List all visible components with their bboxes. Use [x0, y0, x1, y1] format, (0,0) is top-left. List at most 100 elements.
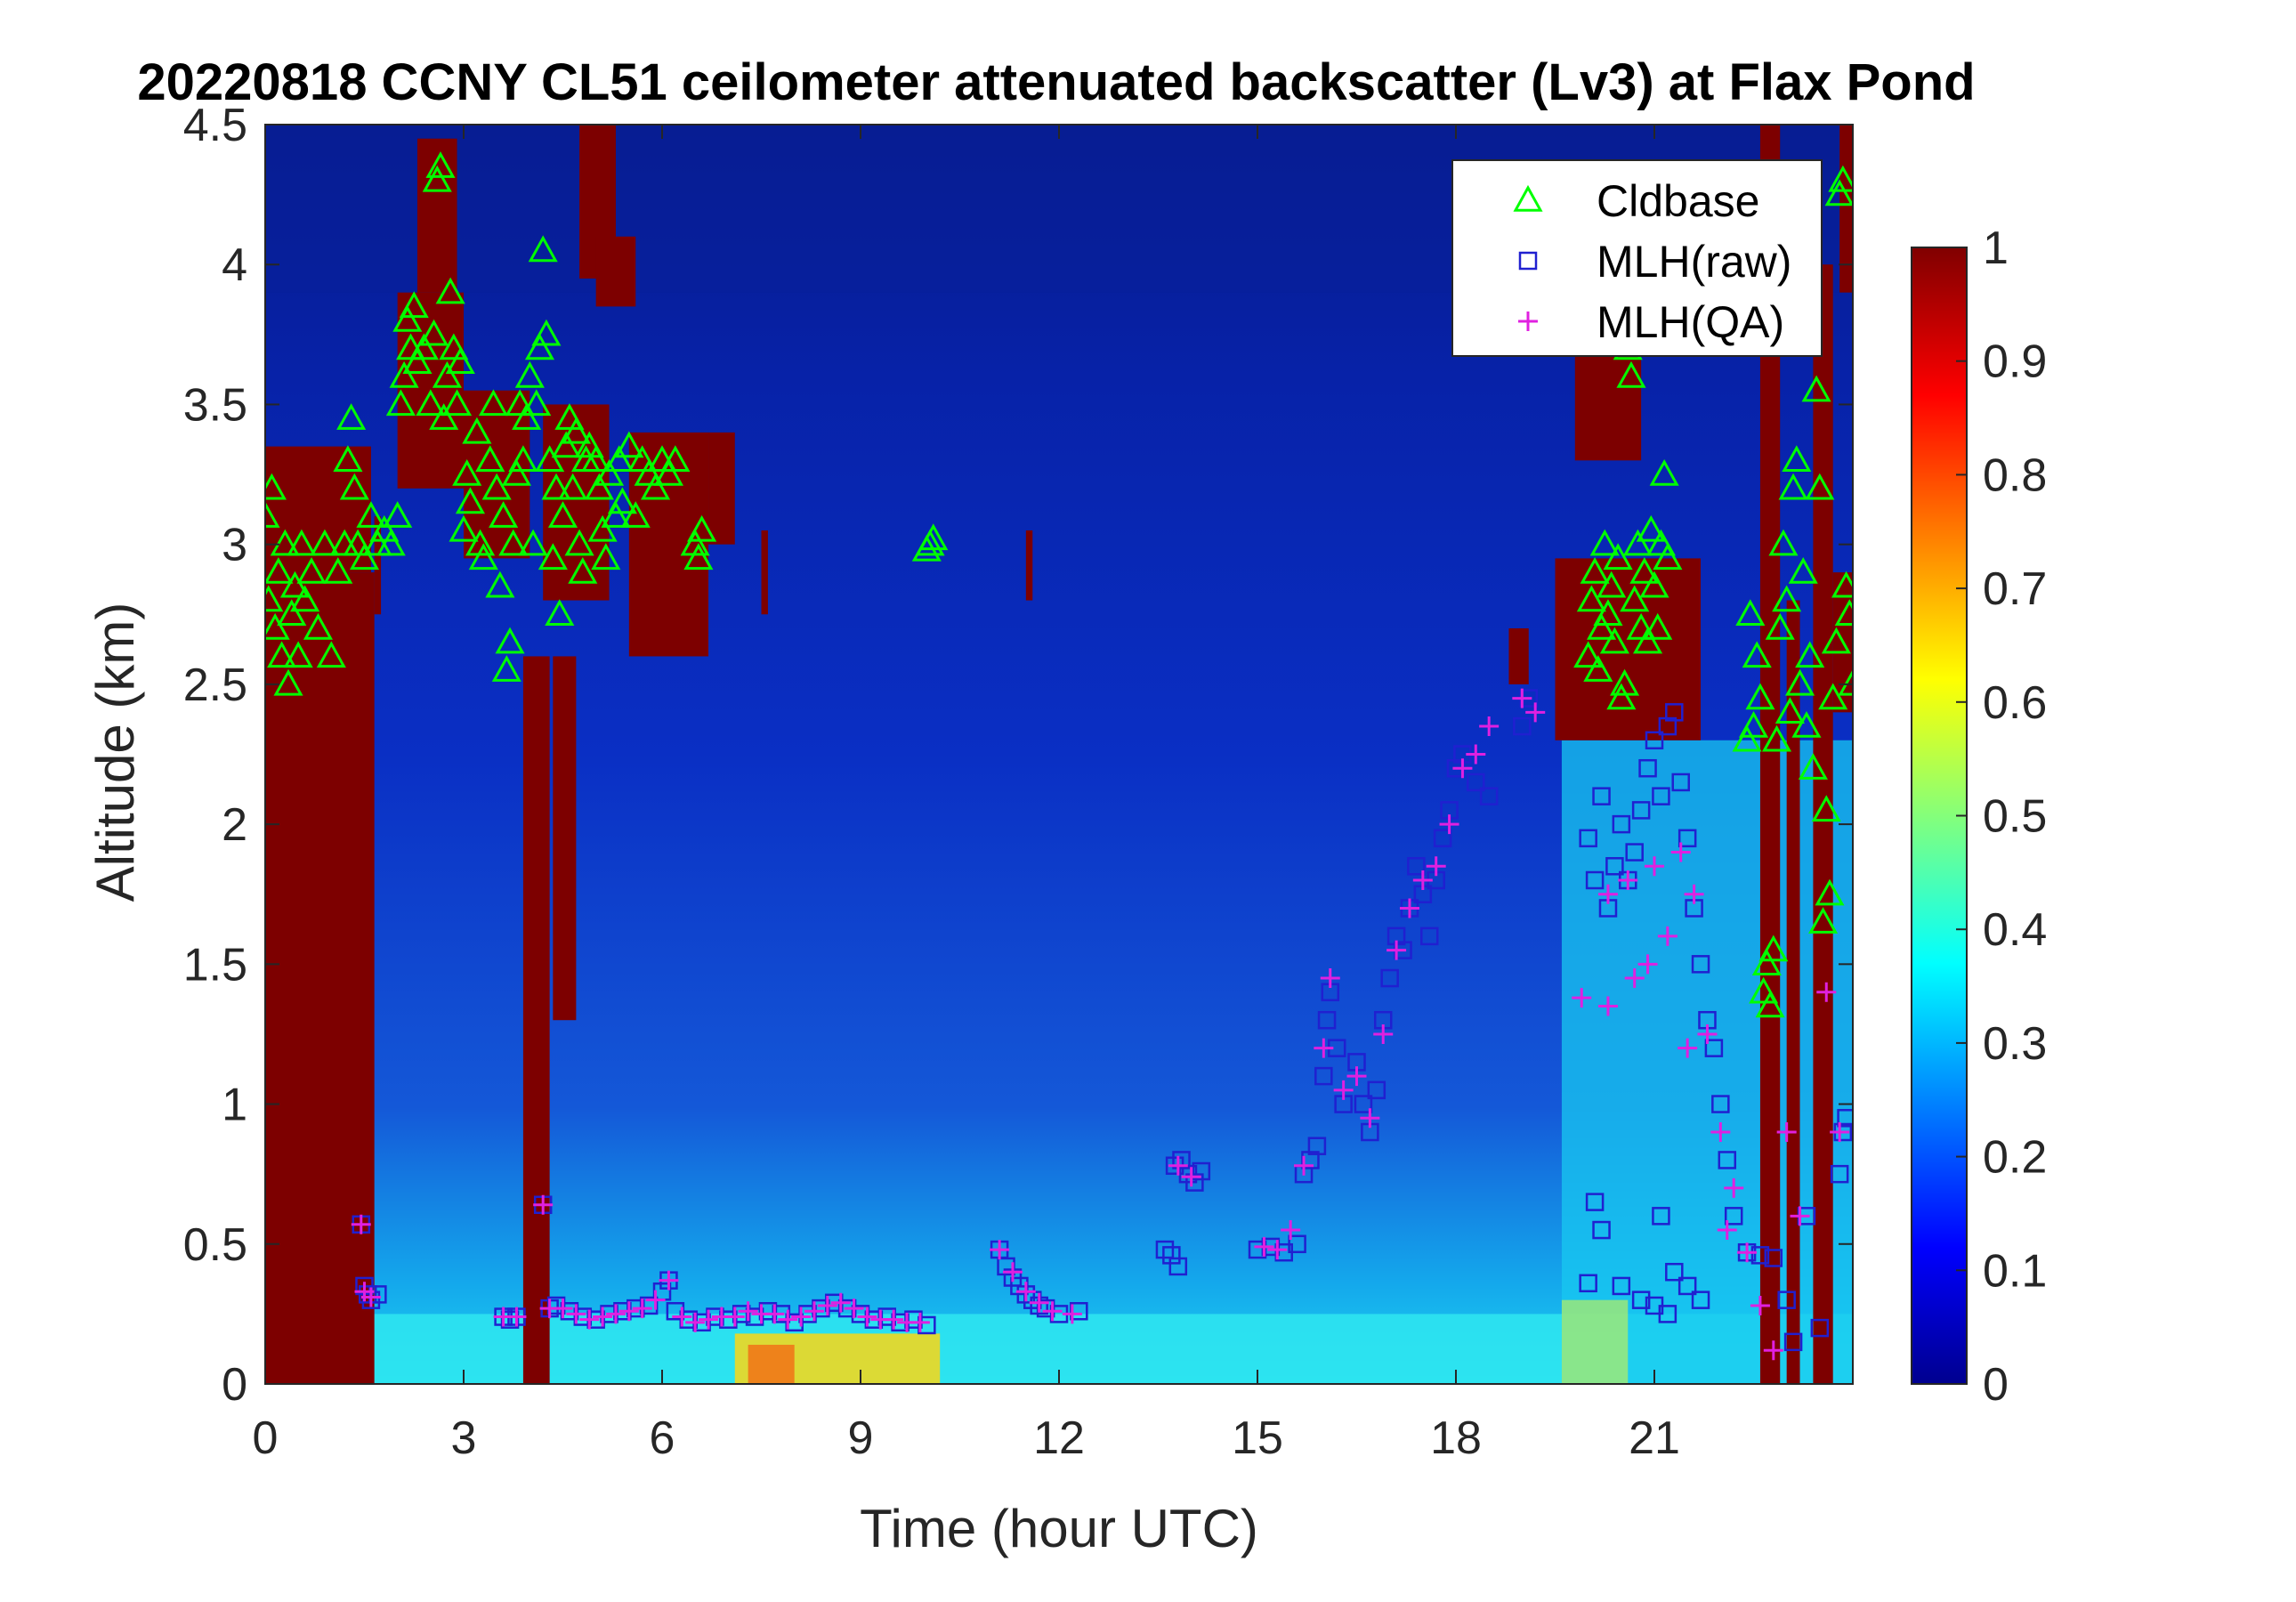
legend-item: MLH(raw) — [1518, 237, 1791, 287]
marker-triangle — [1622, 529, 1653, 556]
marker-triangle — [1576, 585, 1606, 612]
marker-triangle — [349, 543, 380, 570]
marker-square — [812, 1299, 830, 1318]
marker-triangle — [1643, 612, 1673, 640]
marker-triangle — [1768, 529, 1799, 556]
legend-box — [1451, 159, 1823, 357]
marker-triangle — [521, 389, 552, 417]
marker-triangle — [584, 473, 614, 500]
marker-plus — [1657, 926, 1678, 946]
marker-triangle — [495, 627, 525, 654]
marker-square — [1592, 787, 1611, 805]
marker-square — [1718, 1151, 1737, 1169]
marker-triangle — [265, 557, 294, 584]
marker-square — [1433, 829, 1452, 848]
marker-square — [1711, 1095, 1730, 1113]
marker-triangle — [265, 612, 290, 640]
marker-triangle — [389, 360, 419, 388]
marker-square — [368, 1285, 387, 1304]
marker-square — [1407, 857, 1426, 876]
marker-square — [732, 1305, 751, 1323]
marker-plus — [1181, 1167, 1201, 1187]
marker-triangle — [1821, 627, 1851, 654]
marker-plus — [1294, 1155, 1314, 1176]
marker-square — [1585, 1193, 1605, 1211]
marker-square — [1652, 1207, 1670, 1226]
marker-square — [1070, 1301, 1088, 1321]
marker-square — [877, 1307, 896, 1326]
marker-triangle — [1580, 557, 1610, 584]
marker-square — [500, 1310, 520, 1329]
marker-triangle — [429, 403, 459, 430]
heatmap-cloud-11 — [628, 432, 709, 657]
marker-triangle — [620, 501, 651, 528]
marker-triangle — [1808, 907, 1839, 934]
x-tick-label: 3 — [451, 1412, 477, 1464]
marker-plus — [1373, 1024, 1394, 1044]
marker-square — [745, 1307, 764, 1326]
marker-plus — [738, 1301, 758, 1322]
marker-triangle — [468, 543, 498, 570]
marker-plus — [351, 1214, 371, 1234]
marker-square — [1317, 1010, 1337, 1030]
marker-plus — [618, 1301, 639, 1322]
y-tick-label: 0 — [222, 1359, 247, 1411]
marker-triangle — [392, 305, 423, 332]
marker-triangle — [508, 445, 538, 473]
marker-triangle — [627, 445, 658, 473]
marker-triangle — [1788, 557, 1818, 584]
legend-item: MLH(QA) — [1518, 297, 1784, 347]
marker-triangle — [296, 557, 327, 584]
marker-triangle — [1735, 599, 1766, 626]
marker-plus — [645, 1290, 666, 1310]
marker-square — [719, 1310, 738, 1329]
marker-triangle — [449, 514, 479, 542]
marker-square — [1479, 787, 1499, 805]
marker-triangle — [478, 389, 508, 417]
marker-square — [1691, 1290, 1710, 1309]
chart-title: 20220818 CCNY CL51 ceilometer attenuated… — [137, 53, 1975, 111]
marker-triangle — [1597, 570, 1627, 598]
marker-triangle — [568, 557, 598, 584]
marker-plus — [1710, 1122, 1731, 1142]
marker-triangle — [485, 570, 515, 598]
marker-plus — [1386, 940, 1407, 960]
marker-plus — [506, 1307, 527, 1327]
legend-marker — [1518, 312, 1538, 331]
colorbar-tick-label: 0.2 — [1983, 1132, 2047, 1184]
colorbar-tick-label: 0.9 — [1983, 336, 2047, 388]
legend: Cldbase MLH(raw) MLH(QA) — [1451, 159, 1823, 357]
heatmap-cloud-8 — [553, 656, 577, 1021]
marker-plus — [579, 1309, 600, 1330]
marker-triangle — [541, 473, 571, 500]
marker-plus — [1618, 870, 1638, 890]
marker-square — [1301, 1151, 1320, 1169]
marker-plus — [1281, 1220, 1301, 1241]
heatmap-aerosol-core — [748, 1344, 795, 1384]
marker-square — [1185, 1173, 1204, 1192]
marker-square — [1592, 1220, 1611, 1240]
legend-label: MLH(QA) — [1597, 297, 1784, 347]
marker-square — [1704, 1039, 1724, 1057]
marker-plus — [360, 1287, 381, 1307]
marker-triangle — [1818, 683, 1848, 710]
marker-plus — [1015, 1282, 1036, 1302]
marker-triangle — [1834, 599, 1853, 626]
marker-square — [1777, 1290, 1796, 1309]
heatmap-cloud-14 — [1025, 530, 1033, 601]
heatmap-cloud-22 — [1839, 125, 1853, 293]
marker-plus — [699, 1309, 719, 1330]
marker-triangle — [425, 151, 456, 178]
marker-square — [1420, 926, 1439, 946]
marker-triangle — [1784, 668, 1815, 696]
heatmap-evening-surface — [1561, 1299, 1629, 1384]
marker-plus — [672, 1307, 692, 1327]
marker-plus — [685, 1312, 706, 1332]
marker-square — [1837, 1109, 1853, 1128]
marker-triangle — [587, 514, 618, 542]
marker-square — [1645, 731, 1664, 750]
marker-triangle — [591, 543, 621, 570]
marker-square — [1665, 1262, 1684, 1282]
marker-plus — [910, 1312, 930, 1332]
